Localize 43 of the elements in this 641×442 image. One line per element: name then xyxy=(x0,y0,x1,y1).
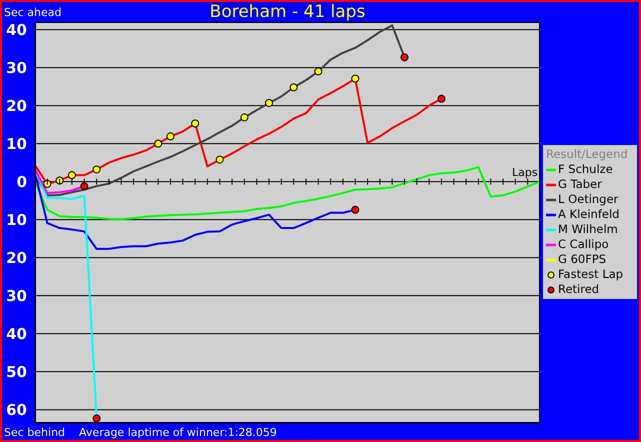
point xyxy=(400,53,409,62)
x-axis-title: Laps xyxy=(512,166,538,179)
y-axis-title: Sec ahead xyxy=(4,6,62,19)
point xyxy=(265,98,274,107)
y-tick-label: 30 xyxy=(6,58,27,77)
point xyxy=(290,83,298,92)
y-tick-label: 40 xyxy=(6,325,27,344)
point xyxy=(80,182,88,190)
point xyxy=(240,113,248,122)
y-tick-label: 60 xyxy=(6,401,27,420)
line-series xyxy=(35,166,540,220)
legend-label: Fastest Lap xyxy=(558,267,624,282)
legend-label: Retired xyxy=(558,282,600,297)
y-tick-label: 40 xyxy=(6,20,27,39)
legend-title: Result/Legend xyxy=(546,147,629,162)
y-tick-label: 20 xyxy=(6,96,27,115)
chart-title: Boreham - 41 laps xyxy=(210,2,366,22)
point xyxy=(154,140,162,148)
legend-label: L Oetinger xyxy=(558,192,618,207)
legend-label: M Wilhelm xyxy=(558,222,618,237)
point xyxy=(314,67,322,76)
text: Average laptime of winner:1:28.059 xyxy=(79,426,277,439)
y-tick-label: 30 xyxy=(6,286,27,305)
y-tick-label: 0 xyxy=(16,172,27,191)
point xyxy=(166,132,174,140)
point xyxy=(191,119,200,128)
legend-label: A Kleinfeld xyxy=(558,207,620,222)
point xyxy=(92,165,101,174)
legend-label: G Taber xyxy=(558,177,602,192)
point xyxy=(351,206,360,214)
y-tick-label: 20 xyxy=(6,248,27,267)
text: Sec behind xyxy=(4,426,66,439)
y-tick-label: 10 xyxy=(6,210,27,229)
y-tick-label: 50 xyxy=(6,363,27,382)
point xyxy=(351,74,360,83)
y-tick-label: 10 xyxy=(6,134,27,153)
legend-label: C Callipo xyxy=(558,237,609,252)
legend-label: F Schulze xyxy=(558,162,613,177)
point xyxy=(68,171,76,180)
point xyxy=(216,156,224,164)
point xyxy=(92,414,101,422)
point xyxy=(437,94,446,103)
legend-label: G 60FPS xyxy=(558,252,606,267)
